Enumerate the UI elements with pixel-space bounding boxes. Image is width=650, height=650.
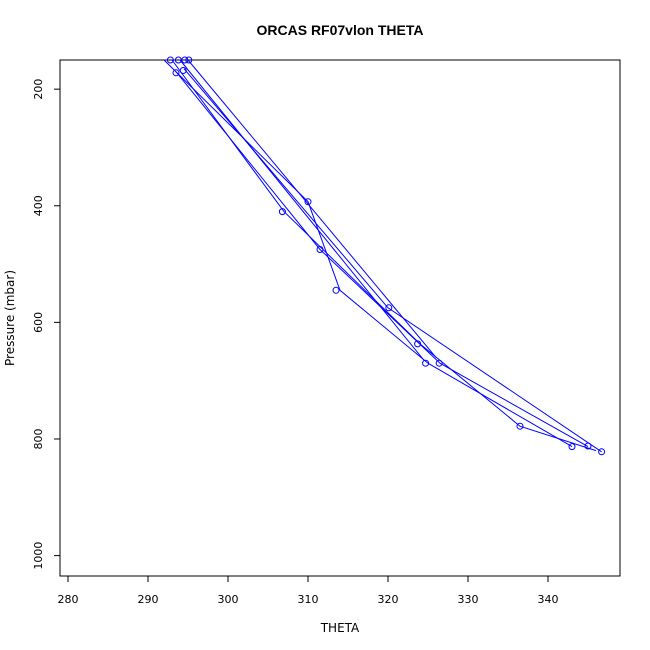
data-point (385, 304, 393, 312)
y-tick-label: 1000 (32, 542, 45, 570)
data-point (598, 448, 606, 456)
data-point (278, 208, 286, 216)
series-line (163, 59, 573, 448)
x-axis-label: THETA (320, 621, 360, 635)
data-point (435, 359, 443, 367)
x-tick-label: 290 (138, 593, 159, 606)
data-point (179, 67, 187, 74)
series-line (179, 59, 425, 361)
x-tick-label: 310 (298, 593, 319, 606)
x-tick-label: 340 (538, 593, 559, 606)
data-point (316, 246, 324, 253)
x-axis: 280 290 300 310 320 330 340 (58, 575, 559, 606)
data-point (172, 69, 180, 77)
data-point (568, 443, 576, 451)
data-point (414, 340, 422, 348)
data-point (584, 442, 592, 450)
y-tick-label: 400 (32, 195, 45, 216)
y-axis: 200 400 600 800 1000 (32, 79, 61, 570)
data-point (166, 56, 174, 64)
data-point (422, 359, 430, 367)
x-tick-label: 280 (58, 593, 79, 606)
y-tick-label: 800 (32, 428, 45, 449)
data-point (332, 286, 340, 294)
x-tick-label: 300 (218, 593, 239, 606)
y-tick-label: 600 (32, 312, 45, 333)
data-point (185, 56, 193, 64)
chart-title: ORCAS RF07vlon THETA (257, 22, 424, 38)
y-axis-label: Pressure (mbar) (3, 270, 17, 366)
series-layer (163, 56, 606, 456)
data-point (181, 56, 189, 64)
y-tick-label: 200 (32, 79, 45, 100)
x-tick-label: 330 (458, 593, 479, 606)
data-point (516, 422, 524, 430)
x-tick-label: 320 (378, 593, 399, 606)
series-line (187, 59, 437, 358)
data-point (304, 198, 312, 206)
